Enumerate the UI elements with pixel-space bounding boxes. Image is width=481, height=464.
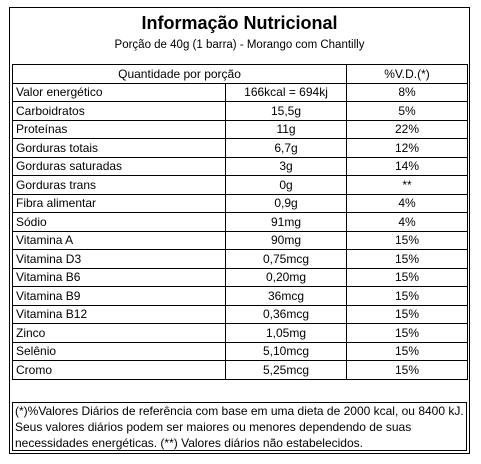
daily-value: 14% (346, 156, 469, 176)
nutrient-name: Cromo (12, 360, 226, 380)
nutrition-table: Quantidade por porção %V.D.(*) Valor ene… (11, 64, 469, 380)
table-row: Vitamina A 90mg 15% (12, 230, 469, 250)
amount: 5,25mcg (224, 360, 348, 380)
daily-value: 8% (346, 82, 469, 102)
nutrient-name: Gorduras trans (12, 175, 226, 195)
table-row: Zinco 1,05mg 15% (12, 323, 469, 343)
daily-value: 15% (346, 230, 469, 250)
nutrient-name: Selênio (12, 341, 226, 361)
nutrient-name: Valor energético (12, 82, 226, 102)
daily-value: 15% (346, 341, 469, 361)
table-row: Gorduras totais 6,7g 12% (12, 138, 469, 158)
table-row: Proteínas 11g 22% (12, 119, 469, 139)
table-row: Vitamina B6 0,20mg 15% (12, 267, 469, 287)
nutrient-name: Vitamina D3 (12, 249, 226, 269)
table-row: Sódio 91mg 4% (12, 212, 469, 232)
nutrient-name: Sódio (12, 212, 226, 232)
title: Informação Nutricional (141, 13, 338, 33)
nutrient-name: Vitamina A (12, 230, 226, 250)
nutrient-name: Vitamina B6 (12, 267, 226, 287)
daily-value: 15% (346, 286, 469, 306)
table-row: Carboidratos 15,5g 5% (12, 101, 469, 121)
table-row: Selênio 5,10mcg 15% (12, 341, 469, 361)
nutrient-name: Vitamina B9 (12, 286, 226, 306)
nutrient-name: Carboidratos (12, 101, 226, 121)
header-cell: Quantidade por porção (11, 64, 348, 84)
nutrient-name: Gorduras saturadas (12, 156, 226, 176)
amount: 36mcg (224, 286, 348, 306)
header-cell: %V.D.(*) (346, 64, 469, 84)
amount: 3g (224, 156, 348, 176)
daily-value: ** (346, 175, 469, 195)
table-row: Vitamina B9 36mcg 15% (12, 286, 469, 306)
daily-value: 15% (346, 267, 469, 287)
amount: 0,36mcg (224, 304, 348, 324)
daily-value: 15% (346, 323, 469, 343)
table-row: Valor energético 166kcal = 694kj 8% (12, 82, 469, 102)
table-row: Cromo 5,25mcg 15% (12, 360, 469, 380)
table-row: Gorduras saturadas 3g 14% (12, 156, 469, 176)
amount: 0,20mg (224, 267, 348, 287)
daily-value: 5% (346, 101, 469, 121)
daily-value: 15% (346, 304, 469, 324)
amount: 11g (224, 119, 348, 139)
nutrient-name: Vitamina B12 (12, 304, 226, 324)
table-row: Vitamina D3 0,75mcg 15% (12, 249, 469, 269)
header-row: Quantidade por porção %V.D.(*) (11, 64, 469, 84)
daily-value: 15% (346, 360, 469, 380)
amount: 0g (224, 175, 348, 195)
amount: 90mg (224, 230, 348, 250)
daily-value: 22% (346, 119, 469, 139)
amount: 15,5g (224, 101, 348, 121)
amount: 0,75mcg (224, 249, 348, 269)
nutrient-name: Zinco (12, 323, 226, 343)
amount: 1,05mg (224, 323, 348, 343)
amount: 166kcal = 694kj (224, 82, 348, 102)
nutrition-panel: Informação Nutricional Porção de 40g (1 … (9, 7, 470, 454)
amount: 5,10mcg (224, 341, 348, 361)
daily-value: 15% (346, 249, 469, 269)
table-row: Gorduras trans 0g ** (12, 175, 469, 195)
daily-value: 4% (346, 193, 469, 213)
footnote: (*)%Valores Diários de referência com ba… (12, 402, 467, 451)
daily-value: 4% (346, 212, 469, 232)
nutrient-name: Gorduras totais (12, 138, 226, 158)
table-row: Fibra alimentar 0,9g 4% (12, 193, 469, 213)
subtitle: Porção de 40g (1 barra) - Morango com Ch… (114, 39, 365, 51)
nutrient-name: Proteínas (12, 119, 226, 139)
nutrient-name: Fibra alimentar (12, 193, 226, 213)
daily-value: 12% (346, 138, 469, 158)
amount: 0,9g (224, 193, 348, 213)
amount: 91mg (224, 212, 348, 232)
table-row: Vitamina B12 0,36mcg 15% (12, 304, 469, 324)
amount: 6,7g (224, 138, 348, 158)
